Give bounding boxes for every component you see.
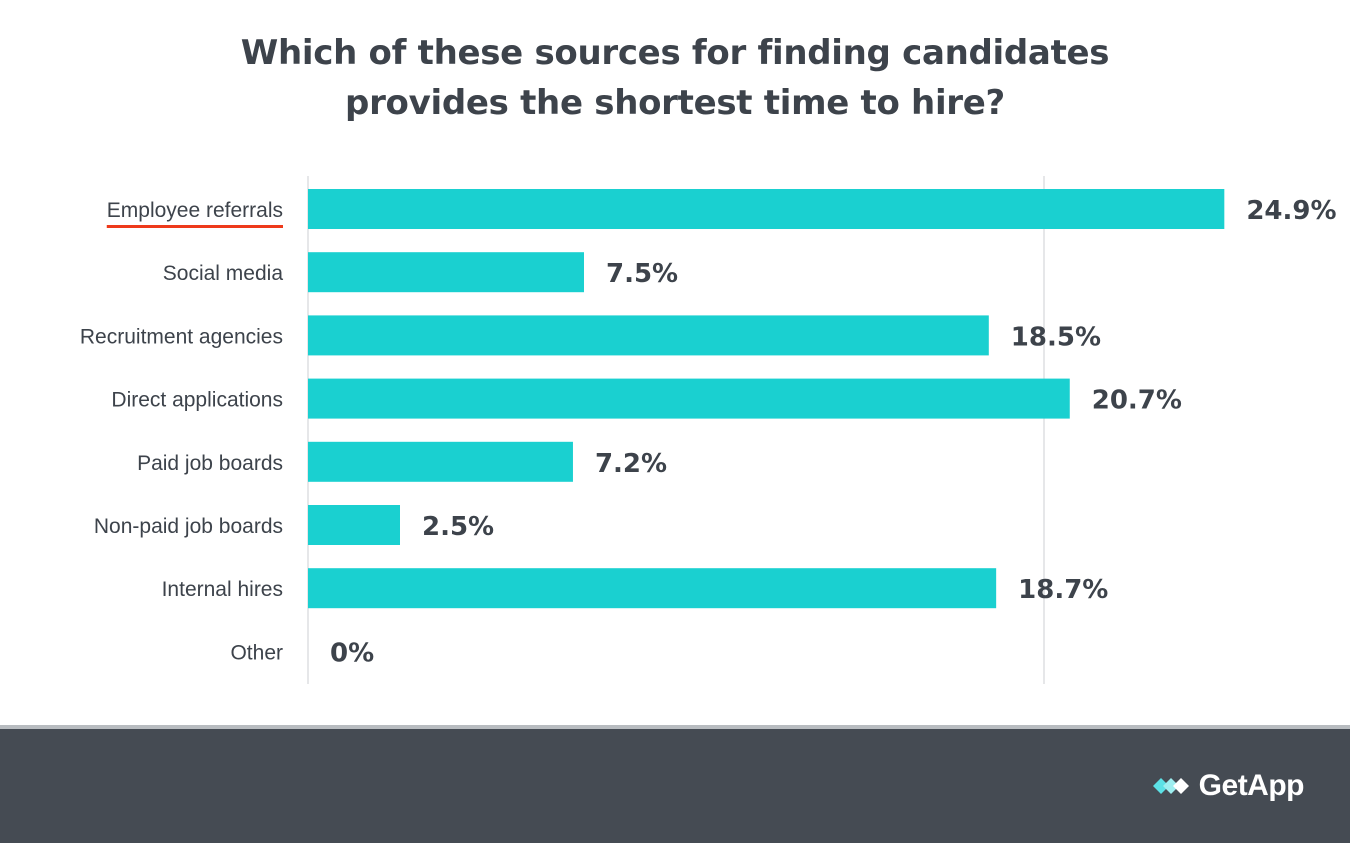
value-label: 7.2% (595, 449, 667, 479)
bar (308, 378, 1070, 419)
category-label: Recruitment agencies (80, 325, 283, 348)
category-label: Other (230, 641, 283, 664)
value-label: 20.7% (1092, 386, 1182, 416)
bar (308, 441, 573, 482)
chart-title-line-2: provides the shortest time to hire? (345, 83, 1005, 123)
bar (308, 315, 989, 356)
bar (308, 568, 997, 609)
value-label: 7.5% (606, 259, 678, 289)
footer-divider (0, 725, 1350, 729)
highlight-underline (106, 225, 283, 228)
brand: GetApp (1151, 769, 1305, 803)
value-label: 2.5% (422, 512, 494, 542)
category-label: Internal hires (162, 578, 283, 601)
category-label: Paid job boards (137, 452, 283, 475)
value-label: 18.7% (1018, 575, 1108, 605)
chart-title: Which of these sources for finding candi… (0, 28, 1350, 128)
chart-title-line-1: Which of these sources for finding candi… (240, 33, 1110, 73)
category-label: Social media (163, 262, 284, 285)
getapp-logo-icon (1152, 778, 1189, 794)
footer: GetApp (0, 729, 1350, 843)
bar (308, 189, 1225, 229)
value-label: 24.9% (1246, 196, 1336, 226)
value-label: 0% (330, 638, 374, 668)
bar (308, 252, 584, 293)
category-label: Non-paid job boards (94, 515, 283, 538)
bar-chart: Employee referrals 24.9% Social media 7.5% R… (80, 176, 1337, 684)
category-label: Employee referrals (107, 199, 283, 222)
value-label: 18.5% (1011, 322, 1101, 352)
bar (308, 505, 400, 545)
brand-name: GetApp (1198, 769, 1305, 802)
category-label: Direct applications (111, 389, 283, 412)
